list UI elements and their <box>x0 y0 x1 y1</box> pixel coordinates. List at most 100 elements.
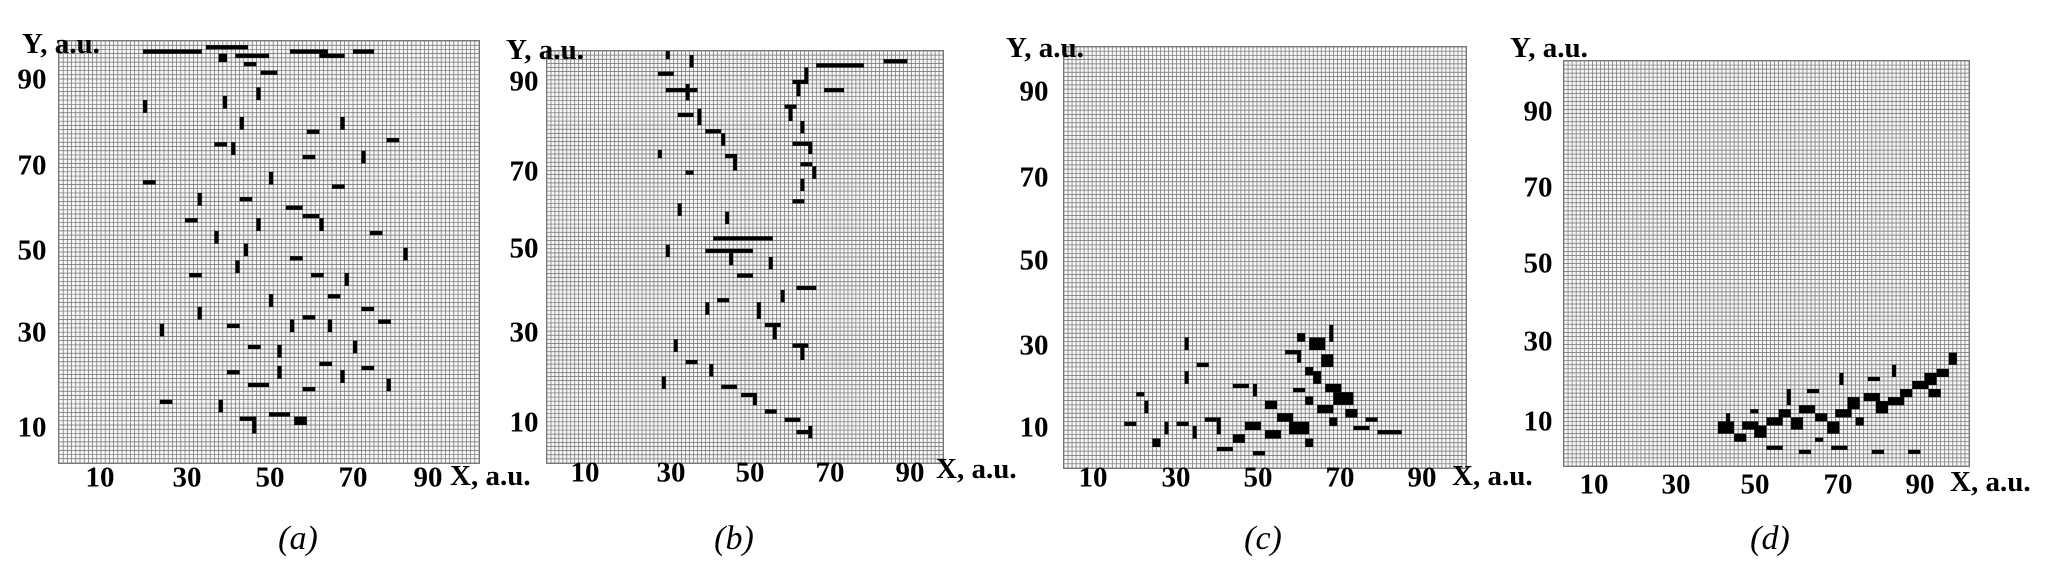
broken-bond <box>1924 372 1937 385</box>
broken-bond <box>1232 434 1245 443</box>
broken-bond <box>344 273 349 286</box>
broken-bond <box>1216 446 1233 452</box>
broken-bond <box>733 158 738 171</box>
broken-bond <box>800 178 805 192</box>
broken-bond <box>248 344 261 350</box>
broken-bond <box>1305 366 1314 376</box>
broken-bond <box>269 294 274 307</box>
broken-bond <box>1815 413 1828 422</box>
broken-bond <box>378 319 391 324</box>
y-axis-label-c: Y, a.u. <box>1006 32 1084 64</box>
broken-bond <box>1948 352 1957 365</box>
x-tick-c-30: 30 <box>1161 461 1191 494</box>
broken-bond <box>1176 421 1189 426</box>
broken-bond <box>340 116 345 130</box>
y-tick-a-10: 10 <box>17 411 47 444</box>
broken-bond <box>709 364 714 377</box>
broken-bond <box>311 273 324 278</box>
broken-bond <box>143 49 202 54</box>
broken-bond <box>677 203 682 216</box>
broken-bond <box>1184 371 1189 384</box>
broken-bond <box>1766 445 1783 450</box>
broken-bond <box>1317 404 1334 414</box>
panel-a: Y, a.u. X, a.u. 90 70 50 30 10 10 30 50 … <box>0 0 531 585</box>
lattice-grid-a <box>58 40 480 464</box>
x-axis-label-b: X, a.u. <box>936 453 1017 485</box>
broken-bond <box>239 416 257 421</box>
broken-bond <box>756 302 761 319</box>
broken-bond <box>285 205 303 210</box>
broken-bond <box>252 420 257 434</box>
broken-bond <box>1365 417 1378 422</box>
lattice-svg-c <box>1064 47 1466 468</box>
broken-bond <box>1928 389 1941 398</box>
broken-bond <box>1277 413 1294 422</box>
x-tick-c-70: 70 <box>1325 461 1355 494</box>
y-tick-b-70: 70 <box>509 155 539 188</box>
broken-bond <box>214 142 227 147</box>
y-tick-b-10: 10 <box>509 406 539 439</box>
y-tick-d-70: 70 <box>1523 171 1553 204</box>
broken-bond <box>218 399 223 413</box>
broken-bond <box>816 63 864 68</box>
broken-bond <box>800 162 813 167</box>
broken-bond <box>1750 409 1759 414</box>
x-tick-a-30: 30 <box>172 461 202 494</box>
broken-bond <box>1325 383 1342 393</box>
broken-bond <box>143 180 156 185</box>
broken-bond <box>721 384 738 389</box>
broken-bond <box>290 319 295 333</box>
panel-c: Y, a.u. X, a.u. 90 70 50 30 10 10 30 50 … <box>1006 32 1533 556</box>
y-tick-a-30: 30 <box>17 316 47 349</box>
x-tick-d-30: 30 <box>1661 468 1691 501</box>
broken-bond <box>260 70 278 75</box>
broken-bond <box>1807 389 1820 394</box>
x-tick-c-50: 50 <box>1243 461 1273 494</box>
broken-bond <box>218 53 227 63</box>
broken-bond <box>206 45 248 50</box>
broken-bond <box>689 55 694 68</box>
broken-bond <box>1196 362 1209 367</box>
broken-bond <box>685 360 698 365</box>
x-tick-c-90: 90 <box>1407 461 1437 494</box>
broken-bond <box>1321 354 1334 367</box>
broken-bond <box>403 247 408 261</box>
broken-bond <box>277 344 282 358</box>
broken-bond <box>1152 438 1161 447</box>
broken-bond <box>697 108 702 126</box>
broken-bond <box>685 170 694 175</box>
broken-bond <box>661 376 666 389</box>
broken-bond <box>319 361 332 366</box>
broken-bond <box>1900 389 1913 398</box>
broken-bond <box>1333 392 1354 405</box>
y-tick-d-30: 30 <box>1523 325 1553 358</box>
y-axis-label-a: Y, a.u. <box>22 28 100 60</box>
broken-bond <box>189 273 202 278</box>
x-tick-a-50: 50 <box>255 461 285 494</box>
x-axis-label-a: X, a.u. <box>450 460 531 492</box>
broken-bond <box>361 306 374 312</box>
broken-bond <box>1847 397 1860 410</box>
y-tick-a-90: 90 <box>17 63 47 96</box>
broken-bond <box>243 243 248 257</box>
lattice-grid-c <box>1063 46 1467 469</box>
x-tick-d-90: 90 <box>1905 468 1935 501</box>
broken-bond <box>1798 449 1812 454</box>
broken-bond <box>737 273 753 278</box>
y-axis-label-d: Y, a.u. <box>1510 32 1588 64</box>
y-tick-a-70: 70 <box>17 149 47 182</box>
broken-bond <box>302 214 320 219</box>
broken-bond <box>327 319 332 333</box>
x-tick-b-70: 70 <box>815 456 845 489</box>
broken-bond <box>792 79 809 84</box>
broken-bond <box>784 417 801 422</box>
broken-bond <box>1831 445 1848 450</box>
broken-bond <box>808 425 813 439</box>
broken-bond <box>1305 438 1314 447</box>
broken-bond <box>804 67 809 80</box>
broken-bond <box>665 244 670 257</box>
broken-bond <box>1863 393 1880 402</box>
broken-bond <box>1265 400 1278 410</box>
broken-bond <box>277 365 282 379</box>
lattice-grid-lines <box>1064 47 1466 468</box>
